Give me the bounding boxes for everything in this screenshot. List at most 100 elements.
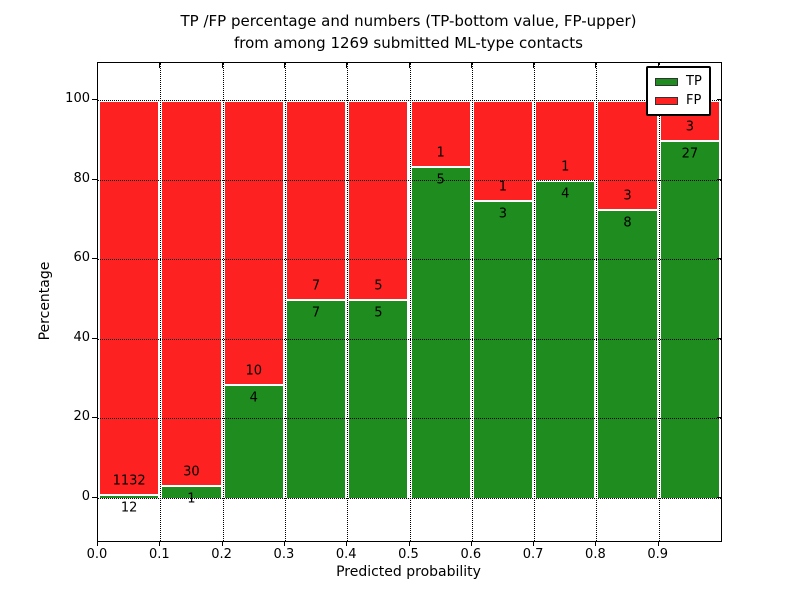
x-tick-label: 0.5 xyxy=(398,547,419,562)
legend-label-fp: FP xyxy=(686,93,702,108)
x-tick-top xyxy=(346,63,348,68)
bar-segment-fp xyxy=(471,100,535,200)
bar-segment-tp xyxy=(471,199,535,498)
x-tick-label: 0.9 xyxy=(647,547,669,562)
y-gridline xyxy=(98,179,721,181)
legend-swatch-fp xyxy=(655,96,678,105)
x-tick-top xyxy=(533,63,535,68)
x-gridline xyxy=(409,63,411,541)
bar-segment-tp xyxy=(409,166,472,498)
legend: TP FP xyxy=(646,66,711,116)
bar-label-tp-count: 5 xyxy=(436,172,445,188)
y-axis-label: Percentage xyxy=(37,261,53,341)
bar-segment-tp xyxy=(347,299,410,498)
bar-segment-fp xyxy=(98,100,161,494)
x-tick-label: 0.1 xyxy=(148,547,170,562)
bar-label-fp-count: 3 xyxy=(685,119,694,135)
x-tick-bottom xyxy=(97,541,98,546)
bar-segment-fp xyxy=(222,100,285,385)
bar-label-fp-count: 7 xyxy=(311,278,321,294)
bar-label-tp-count: 7 xyxy=(311,305,321,321)
bar-segment-tp xyxy=(284,299,348,498)
y-gridline xyxy=(98,259,721,261)
bar-segment-fp xyxy=(409,100,472,167)
x-tick-top xyxy=(595,63,597,68)
bar-segment-fp xyxy=(347,100,410,299)
bar-segment-tp xyxy=(222,384,285,498)
x-gridline xyxy=(534,63,536,541)
bar-segment-tp xyxy=(534,179,597,498)
x-tick-bottom xyxy=(221,541,223,546)
bar-label-fp-count: 3 xyxy=(623,188,632,204)
y-gridline xyxy=(98,100,721,101)
x-tick-label: 0.4 xyxy=(335,547,357,562)
bar-label-fp-count: 1132 xyxy=(112,473,146,489)
x-tick-top xyxy=(159,63,161,68)
x-tick-label: 0.2 xyxy=(211,547,232,562)
x-tick-label: 0.3 xyxy=(273,547,295,562)
y-tick-label: 80 xyxy=(73,170,90,186)
bar-label-tp-count: 5 xyxy=(374,305,383,321)
x-tick-bottom xyxy=(657,541,659,546)
x-tick-top xyxy=(221,63,223,68)
y-tick-left xyxy=(92,417,97,419)
legend-swatch-tp xyxy=(655,77,678,86)
bar-label-tp-count: 4 xyxy=(249,390,258,406)
y-tick-left xyxy=(92,178,97,180)
x-gridline xyxy=(658,63,660,541)
y-tick-label: 0 xyxy=(81,489,90,504)
bar-segment-fp xyxy=(160,100,223,486)
chart-title: TP /FP percentage and numbers (TP-bottom… xyxy=(97,10,720,54)
x-gridline xyxy=(222,63,224,541)
x-gridline xyxy=(347,63,349,541)
bar-label-fp-count: 1 xyxy=(561,159,570,175)
x-tick-bottom xyxy=(346,541,348,546)
x-gridline xyxy=(284,63,286,541)
bar-segment-tp xyxy=(160,485,223,498)
bar-label-fp-count: 1 xyxy=(436,145,445,161)
x-tick-label: 0.8 xyxy=(585,547,606,562)
x-tick-bottom xyxy=(595,541,597,546)
x-gridline xyxy=(160,63,162,541)
y-tick-left xyxy=(92,337,97,339)
bar-segment-tp xyxy=(98,493,161,498)
y-tick-label: 100 xyxy=(65,91,90,106)
x-tick-bottom xyxy=(159,541,161,546)
bar-segment-fp xyxy=(596,100,659,209)
y-gridline xyxy=(98,338,721,340)
y-tick-left xyxy=(92,258,97,260)
chart-title-line2: from among 1269 submitted ML-type contac… xyxy=(234,34,583,52)
x-tick-label: 0.7 xyxy=(522,547,544,562)
bar-label-tp-count: 27 xyxy=(681,146,699,162)
bar-label-fp-count: 1 xyxy=(498,179,508,194)
y-tick-right xyxy=(717,99,722,100)
y-tick-left xyxy=(92,99,97,100)
plot-area: 1132 12 30 1 10 4 7 7 5 5 1 5 1 3 1 4 3 8 3 27 xyxy=(97,62,722,542)
x-tick-top xyxy=(97,63,98,68)
x-tick-label: 0.0 xyxy=(86,547,108,562)
bar-label-tp-count: 4 xyxy=(561,186,570,202)
x-tick-top xyxy=(657,63,659,68)
bar-segment-tp xyxy=(596,208,659,498)
x-tick-bottom xyxy=(470,541,472,546)
bar-segment-fp xyxy=(284,100,348,299)
y-tick-label: 60 xyxy=(73,250,90,266)
bar-label-tp-count: 8 xyxy=(623,215,632,231)
x-gridline xyxy=(596,63,598,541)
y-tick-right xyxy=(717,497,722,498)
x-tick-top xyxy=(408,63,410,68)
x-tick-top xyxy=(470,63,472,68)
y-tick-label: 40 xyxy=(73,329,90,345)
x-tick-bottom xyxy=(283,541,285,546)
legend-label-tp: TP xyxy=(686,74,702,89)
x-tick-bottom xyxy=(408,541,410,546)
bar-label-fp-count: 10 xyxy=(245,363,263,379)
x-tick-top xyxy=(283,63,285,68)
x-tick-label: 0.6 xyxy=(460,547,482,562)
x-axis-label: Predicted probability xyxy=(336,564,481,580)
y-tick-right xyxy=(717,178,722,180)
y-tick-right xyxy=(717,337,722,339)
y-gridline xyxy=(98,418,721,420)
bar-label-tp-count: 3 xyxy=(498,206,508,221)
